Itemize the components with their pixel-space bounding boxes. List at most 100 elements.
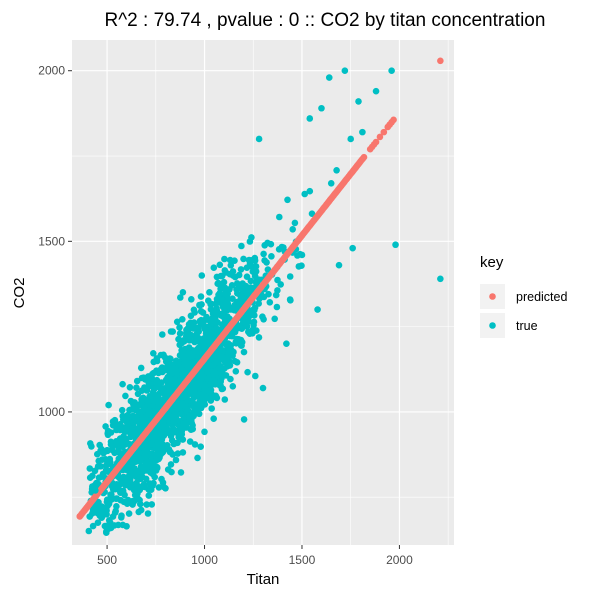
true-point [243, 273, 251, 281]
true-point [224, 300, 232, 308]
true-point [107, 429, 115, 436]
true-point [119, 412, 126, 420]
true-point [137, 500, 144, 508]
true-point [215, 356, 222, 364]
true-point [212, 309, 219, 316]
true-point [274, 287, 281, 294]
true-point [135, 448, 142, 456]
true-point [97, 463, 104, 470]
true-point [260, 316, 267, 323]
predicted-point [372, 138, 380, 146]
true-point [93, 479, 100, 487]
true-point [286, 296, 294, 303]
true-point [372, 87, 380, 95]
true-point [97, 510, 105, 518]
true-point [216, 261, 224, 269]
true-point [180, 337, 188, 345]
true-point [192, 335, 199, 342]
true-point [247, 328, 255, 335]
true-point [301, 190, 309, 198]
true-point [166, 387, 173, 394]
true-point [273, 303, 281, 311]
true-point [131, 465, 138, 472]
true-point [260, 250, 267, 258]
true-point [196, 374, 204, 381]
x-tick-label: 500 [97, 553, 117, 567]
true-point [107, 491, 114, 499]
true-point [94, 450, 101, 458]
true-point [113, 495, 121, 502]
true-point [237, 295, 245, 302]
true-point [231, 357, 239, 365]
true-point [191, 441, 199, 448]
true-point [180, 420, 187, 428]
legend-symbol-predicted [489, 293, 496, 300]
true-point [226, 256, 234, 264]
true-point [199, 309, 207, 316]
true-point [126, 384, 134, 391]
true-point [266, 299, 274, 306]
true-point [158, 364, 166, 371]
true-point [148, 501, 156, 508]
true-point [164, 466, 172, 473]
predicted-line [76, 153, 368, 520]
true-point [211, 315, 219, 322]
true-point [124, 496, 132, 504]
true-point [172, 427, 179, 435]
true-point [112, 485, 119, 493]
true-point [240, 416, 248, 423]
true-point [347, 135, 355, 143]
true-point [392, 241, 399, 249]
true-point [349, 244, 356, 252]
true-point [145, 492, 153, 499]
true-point [264, 239, 271, 247]
true-point [144, 510, 152, 517]
legend-title: key [480, 254, 504, 271]
true-point [222, 288, 230, 296]
x-axis-title: Titan [247, 571, 280, 588]
true-point [198, 301, 205, 308]
true-point [238, 242, 245, 250]
true-point [245, 256, 253, 264]
true-point [189, 425, 196, 433]
true-point [134, 390, 142, 398]
predicted-point [380, 128, 388, 136]
predicted-point [360, 153, 368, 161]
true-point [306, 187, 314, 195]
true-point [103, 528, 110, 535]
true-point [218, 347, 225, 354]
true-point [156, 434, 164, 441]
true-point [160, 351, 167, 359]
true-point [359, 128, 366, 136]
true-point [179, 316, 186, 323]
true-point [109, 422, 117, 429]
y-axis-title: CO2 [11, 278, 28, 309]
true-point [200, 399, 207, 406]
true-point [190, 319, 198, 326]
true-point [138, 473, 146, 480]
true-point [145, 407, 153, 414]
true-point [291, 219, 299, 227]
true-point [143, 459, 150, 467]
true-point [179, 289, 187, 296]
true-point [149, 482, 156, 489]
y-tick-label: 1000 [38, 405, 65, 419]
true-point [306, 115, 314, 122]
true-point [144, 397, 151, 405]
true-point [140, 374, 147, 382]
true-point [166, 374, 173, 382]
x-tick-label: 1500 [289, 553, 316, 567]
true-point [437, 275, 444, 283]
true-point [150, 350, 157, 357]
true-point [125, 510, 133, 517]
true-point [246, 312, 254, 320]
true-point [150, 369, 157, 377]
true-point [176, 330, 184, 337]
true-point [237, 336, 245, 344]
true-point [179, 351, 187, 359]
true-point [277, 281, 285, 288]
true-point [150, 385, 158, 393]
true-point [154, 397, 162, 405]
true-point [172, 366, 179, 374]
true-point [94, 519, 102, 526]
